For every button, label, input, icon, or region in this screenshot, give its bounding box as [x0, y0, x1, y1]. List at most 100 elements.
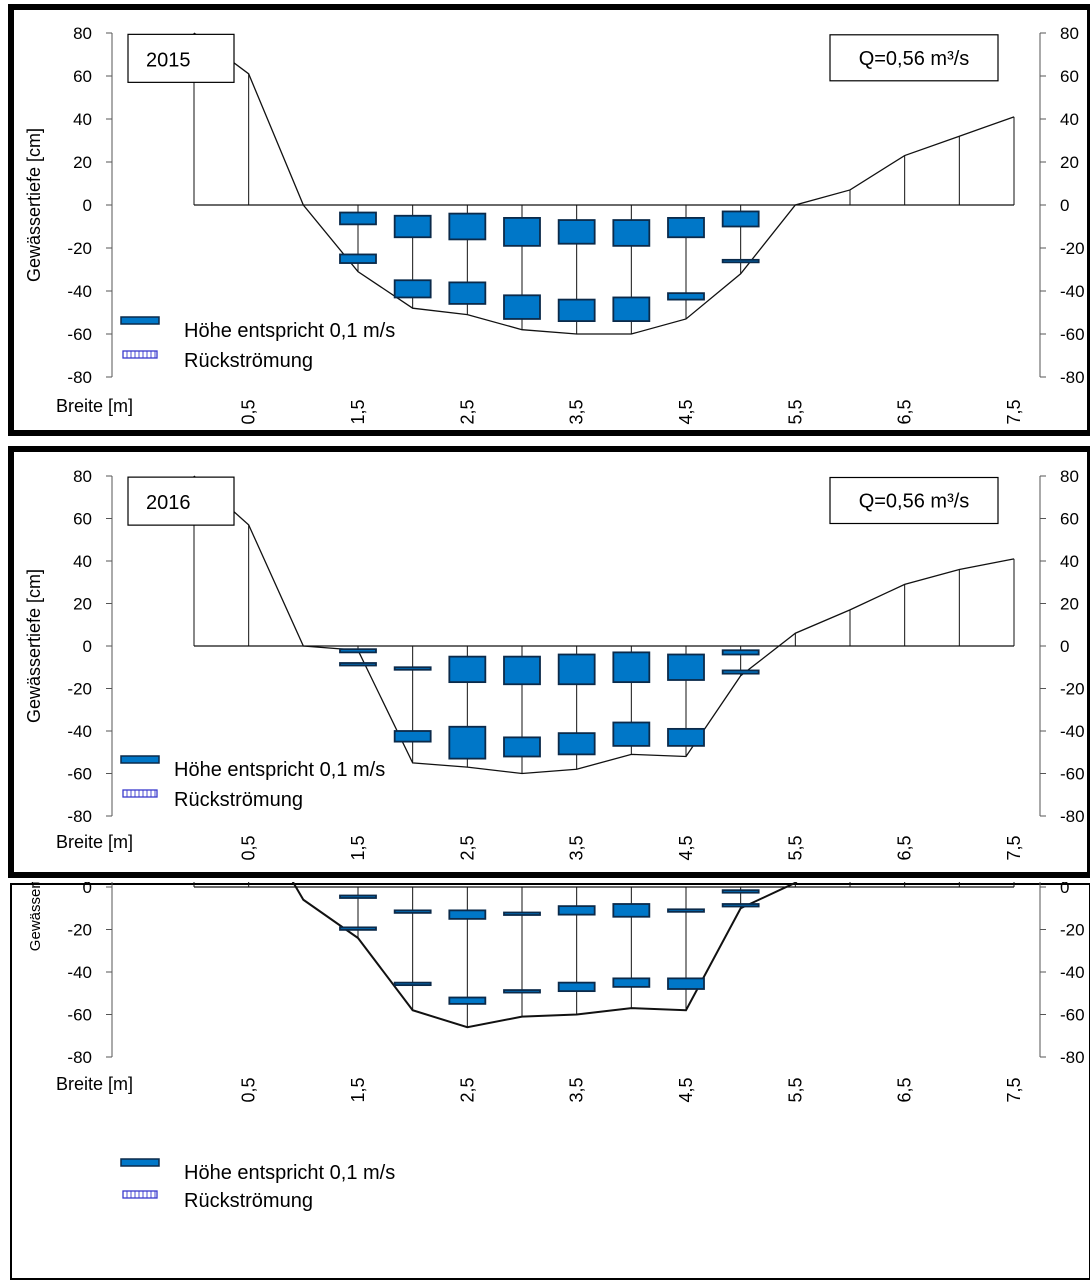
x-tick-label: 5,5 — [785, 1077, 805, 1102]
velocity-bar — [339, 648, 377, 654]
x-tick-label: 4,5 — [676, 835, 696, 860]
right-y-tick-label: 40 — [1060, 110, 1079, 129]
x-tick-label: 1,5 — [348, 399, 368, 424]
panel-frame — [10, 883, 1090, 1280]
right-y-tick-label: -80 — [1060, 1048, 1085, 1067]
left-y-tick-label: -20 — [67, 680, 92, 699]
right-y-tick-label: -20 — [1060, 921, 1085, 940]
velocity-bar — [339, 894, 377, 899]
x-tick-label: 0,5 — [239, 835, 259, 860]
right-y-tick-label: -40 — [1060, 963, 1085, 982]
velocity-bar — [667, 977, 705, 990]
cross-section-profile — [193, 475, 1015, 775]
discharge-box — [829, 476, 999, 525]
velocity-bar — [448, 725, 487, 760]
x-tick-label: 7,5 — [1004, 399, 1024, 424]
legend-backflow-swatch — [122, 350, 158, 359]
x-tick-label: 2,5 — [457, 1077, 477, 1102]
right-y-tick-label: 80 — [1060, 24, 1079, 43]
left-y-tick-label: -40 — [67, 722, 92, 741]
velocity-bar — [393, 214, 432, 239]
velocity-bar — [448, 909, 487, 920]
right-y-tick-label: 80 — [1060, 467, 1079, 486]
velocity-bar — [612, 219, 651, 247]
left-y-tick-label: -60 — [67, 325, 92, 344]
y-axis-title: Gewässertiefe [cm] — [24, 128, 44, 282]
velocity-bar — [667, 216, 705, 239]
left-y-tick-label: -80 — [67, 807, 92, 826]
cross-section-chart-2015: 80 60 40 20 0 -20 -40 -60 -80 80 60 40 20 0 -20 -40 -60 -… — [8, 4, 1090, 436]
right-y-tick-label: 60 — [1060, 67, 1079, 86]
left-y-tick-label: 80 — [73, 24, 92, 43]
x-tick-label: 0,5 — [239, 399, 259, 424]
left-y-tick-label: -40 — [67, 963, 92, 982]
velocity-bar — [557, 219, 596, 245]
x-tick-label: 2,5 — [457, 835, 477, 860]
x-tick-label: 3,5 — [567, 399, 587, 424]
x-tick-label: 0,5 — [239, 1077, 259, 1102]
right-y-tick-label: -20 — [1060, 680, 1085, 699]
right-y-tick-label: -80 — [1060, 368, 1085, 387]
cross-section-panel-2015: 80 60 40 20 0 -20 -40 -60 -80 80 60 40 20 0 -20 -40 -60 -… — [0, 0, 1090, 440]
cross-section-chart-2016: 80 60 40 20 0 -20 -40 -60 -80 80 60 40 20 0 -20 -40 -60 -… — [8, 446, 1090, 878]
velocity-bar — [448, 212, 487, 241]
velocity-bar — [448, 996, 487, 1005]
velocity-bar — [503, 736, 541, 758]
year-label-box — [127, 33, 235, 83]
discharge-label: Q=0,56 m³/s — [859, 491, 970, 513]
velocity-bar — [612, 651, 651, 684]
right-y-tick-label: -20 — [1060, 239, 1085, 258]
legend-backflow-swatch — [122, 789, 158, 798]
x-tick-label: 5,5 — [785, 835, 805, 860]
left-y-tick-label: -60 — [67, 1006, 92, 1025]
right-y-tick-label: 20 — [1060, 153, 1079, 172]
right-y-tick-label: 60 — [1060, 510, 1079, 529]
year-label-box — [127, 476, 235, 526]
legend-velocity-label: Höhe entspricht 0,1 m/s — [184, 320, 395, 342]
velocity-bar — [339, 662, 377, 667]
velocity-bar — [721, 889, 760, 894]
velocity-bar — [667, 908, 705, 913]
legend-backflow-swatch-box — [122, 350, 158, 359]
panel-frame — [8, 446, 1090, 878]
velocity-bar — [448, 655, 487, 684]
velocity-bar — [503, 911, 541, 916]
y-axis-title: Gewässertiefe [cm] — [24, 569, 44, 723]
legend-velocity-label: Höhe entspricht 0,1 m/s — [174, 759, 385, 781]
velocity-bar — [393, 279, 432, 299]
left-y-tick-label: 40 — [73, 552, 92, 571]
x-tick-label: 6,5 — [895, 835, 915, 860]
cross-section-panel-2017: 806040200-20-40-60-80806040200-20-40-60-… — [0, 708, 1090, 1281]
cross-section-profile — [193, 769, 1015, 1029]
left-y-tick-label: 60 — [73, 510, 92, 529]
velocity-bar — [557, 298, 596, 323]
right-y-tick-label: -40 — [1060, 722, 1085, 741]
x-tick-label: 2,5 — [457, 399, 477, 424]
velocity-bar — [448, 281, 487, 305]
legend-backflow-swatch-box — [122, 1190, 158, 1199]
legend-backflow-label: Rückströmung — [184, 1190, 313, 1212]
left-y-tick-label: 0 — [83, 882, 92, 897]
legend-velocity-label: Höhe entspricht 0,1 m/s — [184, 1162, 395, 1184]
velocity-bar — [612, 977, 651, 988]
right-y-tick-label: 20 — [1060, 595, 1079, 614]
x-tick-label: 1,5 — [348, 835, 368, 860]
left-y-tick-label: 0 — [83, 196, 92, 215]
right-y-tick-label: 0 — [1060, 882, 1069, 897]
velocity-bar — [667, 727, 705, 747]
velocity-bar — [721, 649, 760, 656]
x-tick-label: 5,5 — [785, 399, 805, 424]
x-tick-label: 7,5 — [1004, 835, 1024, 860]
legend-velocity-swatch — [120, 1158, 160, 1167]
legend-backflow-swatch-box — [122, 789, 158, 798]
left-y-tick-label: 20 — [73, 153, 92, 172]
year-label: 2015 — [146, 49, 191, 71]
left-y-tick-label: -20 — [67, 921, 92, 940]
left-y-tick-label: -80 — [67, 368, 92, 387]
x-tick-label: 6,5 — [895, 399, 915, 424]
velocity-bar — [557, 905, 596, 916]
left-y-tick-label: 80 — [73, 467, 92, 486]
velocity-bar — [667, 653, 705, 681]
x-tick-label: 4,5 — [676, 1077, 696, 1102]
velocity-bar — [393, 981, 432, 987]
